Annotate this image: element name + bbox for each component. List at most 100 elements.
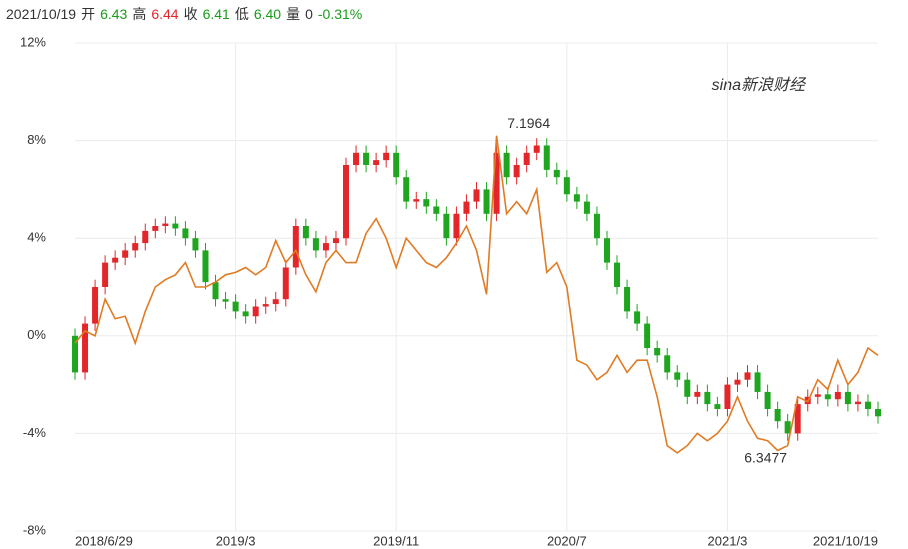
candle-body [754,372,761,392]
candle-body [593,213,600,239]
candle-body [363,152,370,165]
candle-body [844,391,851,405]
candle-body [82,323,89,373]
candle-body [302,226,309,239]
candle-body [72,335,78,373]
candle-body [674,372,681,380]
candle-body [533,145,540,153]
x-tick-label: 2018/6/29 [75,533,133,548]
candle-body [122,250,129,258]
candle-body [403,177,410,202]
candle-body [634,311,641,324]
candle-body [483,189,490,214]
candle-body [343,165,350,239]
candle-body [764,391,771,409]
quote-value: 6.43 [100,6,127,22]
candle-body [724,384,731,409]
candle-body [232,301,239,312]
candle-body [794,404,801,434]
candle-body [212,282,219,300]
x-tick-label: 2021/10/19 [813,533,878,548]
candle-body [222,299,229,302]
candle-body [132,243,139,251]
candle-body [875,409,881,417]
y-tick-label: -4% [23,425,47,440]
candle-body [162,223,169,226]
candle-body [513,165,520,178]
candle-body [182,228,189,239]
candle-body [292,226,299,268]
candle-body [553,169,560,178]
candle-body [102,262,109,287]
candle-body [252,306,259,317]
quote-change: -0.31% [318,6,362,22]
candle-body [563,177,570,195]
header-text: 2021/10/19 开 6.43 高 6.44 收 6.41 低 6.40 量 0 -0.31% [6,6,362,22]
candle-body [543,145,550,170]
candle-body [774,409,781,422]
candle-body [152,226,159,231]
candle-body [312,238,319,251]
quote-value: 6.44 [151,6,178,22]
candle-body [614,262,621,287]
candle-body [624,287,631,312]
y-tick-label: 0% [27,327,46,342]
candle-body [864,401,871,409]
min-annotation: 6.3477 [744,449,787,465]
candle-body [453,213,460,239]
quote-header: 2021/10/19 开 6.43 高 6.44 收 6.41 低 6.40 量 0 -0.31% [6,6,362,22]
candle-body [854,401,861,405]
candle-body [353,152,360,165]
candle-body [694,391,701,397]
quote-label: 高 [132,6,146,22]
quote-value: 0 [305,6,313,22]
candle-body [463,201,470,214]
candle-body [202,250,209,283]
candle-body [704,391,711,405]
candle-body [92,287,99,324]
y-tick-label: 12% [20,34,46,49]
watermark: sina新浪财经 [712,76,807,94]
candle-body [112,257,119,263]
candle-body [383,152,390,161]
x-tick-label: 2020/7 [547,533,587,548]
candle-body [332,238,339,244]
candle-body [242,311,249,317]
quote-label: 收 [184,6,198,22]
candle-body [684,379,691,397]
candle-body [423,199,430,207]
candle-body [272,299,279,305]
y-tick-label: -8% [23,522,47,537]
candle-body [473,189,480,202]
candle-body [282,267,289,300]
candle-body [654,348,661,356]
candle-body [433,206,440,214]
candle-body [834,391,841,400]
quote-label: 开 [81,6,95,22]
x-tick-label: 2021/3 [708,533,748,548]
candle-body [603,238,610,263]
candle-body [784,421,791,434]
candle-body [644,323,651,348]
candle-body [262,304,269,307]
quote-label: 量 [286,6,300,22]
candle-body [814,394,821,397]
candle-body [142,230,149,244]
candle-body [523,152,530,165]
candle-body [573,194,580,202]
candle-body [413,199,420,202]
x-tick-label: 2019/3 [216,533,256,548]
candle-body [714,404,721,409]
x-tick-label: 2019/11 [373,533,419,548]
quote-value: 6.40 [254,6,281,22]
candle-body [393,152,400,178]
candle-body [322,243,329,251]
candle-body [664,355,671,373]
max-annotation: 7.1964 [507,115,550,131]
candle-body [192,238,199,251]
line-series [74,135,879,454]
quote-value: 6.41 [203,6,230,22]
candle-body [172,223,179,229]
candle-body [734,379,741,385]
